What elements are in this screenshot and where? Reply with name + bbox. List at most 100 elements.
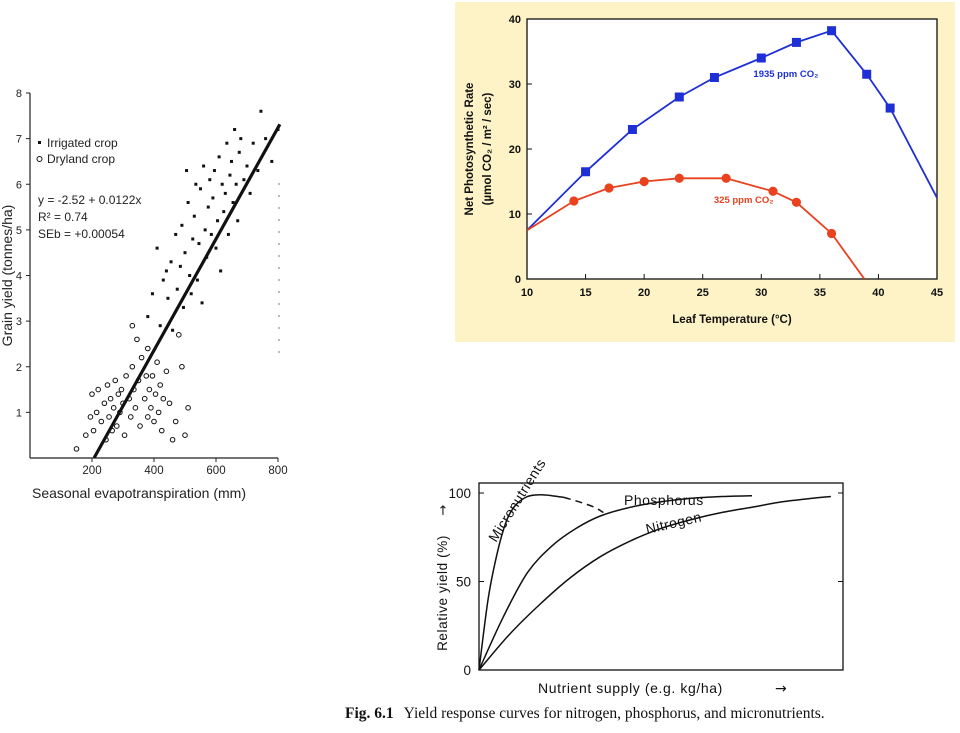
dryland-point — [114, 423, 120, 429]
irrigated-point — [226, 232, 230, 236]
irrigated-point — [276, 128, 280, 131]
irrigated-point — [164, 269, 168, 273]
x-tick-label: 35 — [814, 287, 826, 299]
dryland-point — [83, 432, 89, 438]
irrigated-point — [169, 260, 173, 264]
y-tick-label: 40 — [509, 14, 521, 26]
dryland-point — [109, 427, 115, 434]
y-axis-arrow: → — [436, 504, 451, 515]
irrigated-point — [239, 137, 243, 141]
irrigated-point — [205, 255, 209, 259]
dryland-point — [107, 395, 114, 402]
dryland-point — [166, 400, 173, 407]
x-axis-label: Nutrient supply (e.g. kg/ha) — [538, 680, 723, 696]
series-1935ppm-point — [709, 73, 719, 82]
series-1935ppm-point — [791, 37, 801, 47]
dryland-point — [95, 386, 101, 393]
dryland-point — [185, 405, 191, 411]
x-tick-label: 45 — [931, 287, 943, 299]
series-325ppm-point — [639, 176, 649, 187]
x-tick-label: 10 — [521, 287, 533, 299]
dryland-point — [132, 405, 139, 411]
irrigated-point — [195, 278, 199, 282]
irrigated-point — [245, 164, 249, 168]
dryland-point — [141, 395, 148, 402]
nitrogen-curve — [478, 495, 831, 671]
dryland-point — [89, 391, 95, 397]
micronutrients-dashed-tail — [563, 496, 604, 514]
irrigated-point — [220, 182, 224, 186]
irrigated-point — [197, 242, 201, 246]
x-axis-label: Leaf Temperature (°C) — [672, 314, 792, 326]
y-tick-label: 6 — [16, 179, 22, 191]
series-325ppm-point — [826, 228, 837, 239]
dryland-point — [126, 395, 132, 402]
dryland-point — [145, 345, 151, 352]
dryland-point — [115, 391, 122, 397]
irrigated-point — [242, 178, 246, 182]
nutrient-chart-svg: 0 50 100 Nutrient supply (e.g. kg/ha) → Relat… — [435, 456, 844, 697]
x-tick-label: 800 — [268, 465, 287, 477]
series-1935ppm-point — [827, 26, 837, 36]
dryland-point — [98, 418, 105, 425]
irrigated-point — [174, 232, 178, 236]
dryland-point — [137, 423, 143, 429]
x-tick-label: 40 — [872, 287, 884, 299]
figure-caption-text: Yield response curves for nitrogen, phos… — [403, 705, 825, 722]
nutrient-chart: 0 50 100 Nutrient supply (e.g. kg/ha) → Relat… — [425, 455, 955, 705]
irrigated-point — [175, 287, 179, 291]
dryland-point — [143, 373, 150, 379]
x-tick-label: 200 — [82, 465, 101, 477]
series-1935ppm-point — [627, 125, 637, 134]
x-tick-label: 30 — [755, 287, 767, 299]
irrigated-point — [199, 187, 202, 191]
series-325ppm-label: 325 ppm CO₂ — [714, 195, 774, 206]
y-tick-label: 1 — [16, 407, 22, 419]
y-tick-label: 10 — [509, 209, 521, 221]
irrigated-point — [222, 210, 226, 214]
irrigated-point — [188, 274, 192, 277]
x-tick-label: 25 — [697, 287, 709, 299]
irrigated-point — [206, 205, 210, 209]
plot-area — [526, 18, 938, 280]
x-tick-label: 20 — [638, 287, 650, 299]
y-tick-label: 50 — [456, 575, 471, 590]
irrigated-point — [212, 169, 216, 173]
dryland-point — [157, 382, 163, 388]
dryland-point — [117, 409, 123, 416]
y-tick-label: 4 — [16, 271, 22, 283]
irrigated-point — [155, 246, 159, 250]
y-axis-label: Relative yield (%) — [435, 535, 450, 651]
dryland-point — [163, 368, 170, 375]
dryland-point — [87, 414, 94, 420]
irrigated-point — [158, 324, 162, 328]
dryland-point — [179, 363, 185, 370]
phosphorus-label: Phosphorus — [624, 492, 704, 508]
irrigated-point — [166, 296, 170, 300]
series-1935ppm-point — [885, 103, 895, 113]
x-axis-arrow: → — [775, 681, 787, 697]
y-axis-label: Grain yield (tonnes/ha) — [0, 205, 15, 347]
dryland-point — [148, 405, 154, 411]
evapotranspiration-chart-svg: 1 2 3 4 5 6 7 8 200 400 600 800 Seasonal evapotransp… — [0, 88, 288, 501]
irrigated-point — [223, 191, 227, 195]
y-tick-label: 8 — [16, 88, 22, 100]
series-1935ppm-point — [862, 69, 872, 79]
irrigated-point — [146, 315, 150, 319]
dryland-point — [154, 359, 160, 365]
irrigated-point — [161, 278, 165, 282]
dryland-point — [146, 386, 153, 393]
irrigated-point — [189, 292, 193, 296]
regression-annotation: y = -2.52 + 0.0122x — [38, 193, 141, 207]
dryland-point — [110, 405, 117, 411]
x-tick-label: 400 — [144, 465, 163, 477]
dryland-point — [120, 400, 126, 407]
evapotranspiration-chart: 1 2 3 4 5 6 7 8 200 400 600 800 Seasonal evapotransp… — [0, 78, 300, 508]
series-325ppm-point — [721, 173, 731, 183]
irrigated-point — [264, 137, 268, 141]
irrigated-point — [209, 232, 213, 236]
irrigated-point — [259, 109, 263, 113]
irrigated-point — [181, 305, 185, 309]
y-tick-label: 30 — [509, 79, 521, 91]
